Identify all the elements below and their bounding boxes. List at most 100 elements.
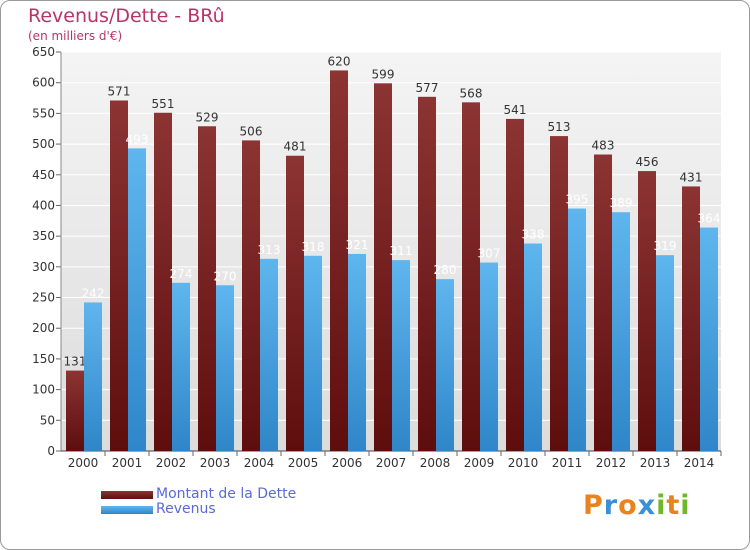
revenue-value-label: 493 (126, 132, 149, 146)
revenue-bar (480, 262, 498, 451)
x-tick-label: 2006 (332, 456, 363, 470)
revenue-bar (568, 208, 586, 451)
y-tick-label: 100 (32, 383, 55, 397)
debt-bar (594, 154, 612, 451)
y-tick-label: 300 (32, 260, 55, 274)
revenue-bar (304, 255, 322, 451)
debt-value-label: 529 (196, 110, 219, 124)
x-tick-label: 2008 (420, 456, 451, 470)
revenue-value-label: 242 (82, 286, 105, 300)
x-tick-label: 2004 (244, 456, 275, 470)
debt-bar (506, 118, 524, 451)
debt-bar (66, 370, 84, 451)
x-tick-label: 2013 (640, 456, 671, 470)
debt-value-label: 431 (680, 170, 703, 184)
revenue-value-label: 389 (610, 196, 633, 210)
revenue-bar (700, 227, 718, 451)
x-tick-label: 2012 (596, 456, 627, 470)
logo-letter: x (637, 490, 657, 521)
debt-bar (550, 136, 568, 451)
revenue-value-label: 338 (522, 228, 545, 242)
y-tick-label: 500 (32, 137, 55, 151)
y-tick-label: 650 (32, 45, 55, 59)
revenue-value-label: 364 (698, 212, 721, 226)
debt-bar (198, 126, 216, 451)
y-tick-label: 450 (32, 168, 55, 182)
chart-subtitle: (en milliers d'€) (28, 29, 123, 43)
debt-value-label: 620 (328, 54, 351, 68)
revenue-bar (436, 279, 454, 451)
debt-value-label: 513 (548, 120, 571, 134)
x-tick-label: 2002 (156, 456, 187, 470)
y-tick-label: 550 (32, 106, 55, 120)
debt-bar (418, 96, 436, 452)
debt-value-label: 577 (416, 81, 439, 95)
revenue-value-label: 318 (302, 240, 325, 254)
legend-label-revenue: Revenus (156, 501, 216, 517)
revenue-value-label: 307 (478, 247, 501, 261)
x-tick-label: 2014 (684, 456, 715, 470)
revenue-value-label: 311 (390, 244, 413, 258)
debt-bar (242, 140, 260, 451)
revenue-bar (348, 253, 366, 451)
revenue-value-label: 395 (566, 193, 589, 207)
debt-bar (330, 70, 348, 452)
debt-bar (462, 102, 480, 451)
y-tick-label: 600 (32, 76, 55, 90)
y-tick-label: 0 (47, 444, 55, 458)
legend-swatch-debt (101, 491, 153, 499)
legend-swatch-revenue (101, 506, 153, 514)
debt-value-label: 131 (64, 355, 87, 369)
chart-title: Revenus/Dette - BRû (28, 5, 225, 27)
debt-value-label: 483 (592, 139, 615, 153)
proxiti-logo: Proxiti (583, 490, 691, 521)
logo-letter: P (583, 490, 604, 521)
revenue-value-label: 270 (214, 269, 237, 283)
revenue-value-label: 280 (434, 263, 457, 277)
debt-value-label: 551 (152, 97, 175, 111)
x-tick-label: 2011 (552, 456, 583, 470)
revenue-bar (128, 148, 146, 451)
debt-bar (154, 112, 172, 452)
revenue-bar (392, 260, 410, 451)
x-tick-label: 2010 (508, 456, 539, 470)
logo-letter: i (680, 490, 691, 521)
y-tick-label: 400 (32, 198, 55, 212)
debt-bar (286, 155, 304, 452)
x-tick-label: 2009 (464, 456, 495, 470)
revenue-bar (612, 212, 630, 451)
debt-bar (682, 186, 700, 451)
debt-bar (638, 171, 656, 451)
debt-value-label: 541 (504, 103, 527, 117)
x-tick-label: 2003 (200, 456, 231, 470)
y-tick-label: 150 (32, 352, 55, 366)
y-tick-label: 250 (32, 291, 55, 305)
logo-letter: t (666, 490, 681, 521)
debt-value-label: 599 (372, 67, 395, 81)
bar-chart: 0 50 100 150 200 250 300 350 400 450 500 550 600 650 2… (32, 45, 722, 470)
logo-letter: r (603, 490, 619, 521)
y-tick-label: 50 (40, 413, 55, 427)
revenue-bar (216, 285, 234, 451)
revenue-bar (84, 302, 102, 451)
revenue-value-label: 321 (346, 238, 369, 252)
x-tick-label: 2000 (68, 456, 99, 470)
logo-letter: o (618, 490, 638, 521)
legend-label-debt: Montant de la Dette (156, 486, 297, 502)
y-tick-label: 200 (32, 321, 55, 335)
revenue-bar (656, 255, 674, 451)
revenue-value-label: 319 (654, 239, 677, 253)
x-tick-label: 2001 (112, 456, 143, 470)
debt-value-label: 568 (460, 86, 483, 100)
debt-value-label: 506 (240, 124, 263, 138)
x-tick-label: 2007 (376, 456, 407, 470)
revenue-bar (260, 258, 278, 451)
debt-value-label: 571 (108, 84, 131, 98)
revenue-bar (172, 282, 190, 451)
debt-bar (110, 100, 128, 452)
x-tick-label: 2005 (288, 456, 319, 470)
debt-value-label: 481 (284, 140, 307, 154)
revenue-bar (524, 243, 542, 451)
revenue-value-label: 274 (170, 267, 193, 281)
revenue-value-label: 313 (258, 243, 281, 257)
